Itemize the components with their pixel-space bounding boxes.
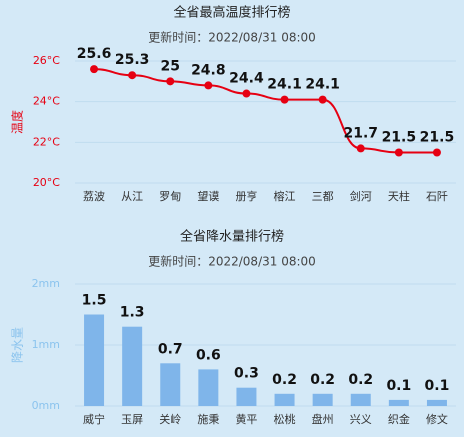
x-tick-label: 玉屏 [121, 413, 143, 426]
value-label: 24.1 [267, 77, 302, 93]
y-axis-label: 降水量 [11, 327, 25, 363]
x-tick-label: 松桃 [274, 412, 296, 426]
bar [122, 326, 143, 406]
value-label: 0.2 [348, 372, 373, 388]
x-tick-label: 关岭 [159, 412, 181, 426]
value-label: 1.5 [82, 293, 107, 309]
chart-title: 全省降水量排行榜 [180, 229, 284, 245]
value-label: 25.6 [77, 46, 112, 62]
value-label: 0.7 [158, 341, 183, 357]
x-tick-label: 兴义 [350, 413, 372, 426]
bar [198, 369, 219, 406]
bar [388, 399, 409, 406]
x-tick-label: 织金 [388, 412, 410, 426]
y-tick-label: 20°C [33, 176, 60, 189]
value-label: 0.3 [234, 366, 259, 382]
x-tick-label: 榕江 [274, 189, 296, 203]
y-tick-label: 24°C [33, 95, 60, 108]
x-tick-label: 施秉 [197, 412, 219, 426]
y-tick-label: 22°C [33, 135, 60, 148]
chart-subtitle: 更新时间：2022/08/31 08:00 [148, 30, 316, 45]
x-tick-label: 册亨 [235, 189, 257, 203]
x-tick-label: 望谟 [197, 190, 219, 203]
point [90, 65, 99, 74]
value-label: 0.1 [386, 378, 411, 394]
y-tick-label: 26°C [33, 54, 60, 67]
bar [312, 393, 333, 406]
point [356, 144, 365, 153]
value-label: 21.5 [382, 130, 417, 146]
x-tick-label: 修文 [426, 412, 448, 426]
value-label: 21.5 [420, 130, 455, 146]
value-label: 24.8 [191, 62, 226, 78]
x-tick-label: 从江 [121, 190, 143, 203]
point [394, 148, 403, 157]
point [280, 95, 289, 104]
value-label: 25 [161, 58, 180, 74]
x-tick-label: 荔波 [83, 190, 105, 203]
y-tick-label: 0mm [32, 399, 60, 412]
x-tick-label: 威宁 [83, 412, 105, 426]
bar [236, 387, 257, 406]
point [128, 71, 137, 80]
point [204, 81, 213, 90]
value-label: 25.3 [115, 52, 150, 68]
value-label: 24.1 [305, 77, 340, 93]
y-axis-label: 温度 [10, 110, 25, 134]
value-label: 0.6 [196, 347, 221, 363]
x-tick-label: 盘州 [312, 412, 334, 426]
point [318, 95, 327, 104]
x-tick-label: 剑河 [350, 189, 372, 203]
x-tick-label: 罗甸 [159, 190, 181, 203]
x-tick-label: 天柱 [388, 189, 410, 203]
value-label: 1.3 [120, 305, 145, 321]
x-tick-label: 石阡 [426, 190, 448, 203]
bar [350, 393, 371, 406]
point [166, 77, 175, 86]
chart-title: 全省最高温度排行榜 [173, 5, 290, 21]
bar [426, 399, 447, 406]
x-tick-label: 三都 [312, 190, 334, 203]
y-tick-label: 2mm [32, 277, 60, 290]
value-label: 0.1 [425, 378, 450, 394]
y-tick-label: 1mm [32, 338, 60, 351]
point [432, 148, 441, 157]
x-tick-label: 黄平 [235, 412, 257, 426]
bar [274, 393, 295, 406]
value-label: 24.4 [229, 71, 264, 87]
line [94, 68, 437, 154]
bar [84, 314, 105, 406]
value-label: 21.7 [343, 125, 378, 141]
value-label: 0.2 [310, 372, 335, 388]
point [242, 89, 251, 98]
chart-subtitle: 更新时间：2022/08/31 08:00 [148, 254, 316, 269]
value-label: 0.2 [272, 372, 297, 388]
bar [160, 363, 181, 406]
